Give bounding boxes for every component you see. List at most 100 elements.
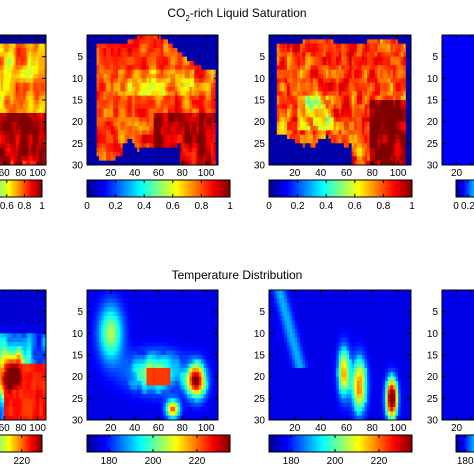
heatmap-cell	[44, 134, 47, 140]
heatmap-cell	[274, 100, 278, 105]
heatmap-cell	[40, 143, 44, 149]
heatmap-cell	[271, 69, 275, 75]
heatmap-cell	[5, 108, 8, 114]
heatmap-cell	[37, 35, 40, 40]
heatmap-cell	[184, 95, 188, 101]
heatmap-cell	[191, 152, 195, 157]
heatmap-cell	[333, 130, 337, 136]
heatmap-cell	[269, 39, 272, 45]
heatmap-cell	[328, 143, 332, 149]
heatmap-cell	[158, 130, 162, 136]
heatmap-cell	[35, 91, 39, 97]
heatmap-cell	[191, 117, 195, 123]
heatmap-cell	[127, 100, 131, 105]
heatmap-cell	[390, 108, 394, 114]
heatmap-cell	[117, 143, 121, 149]
heatmap-cell	[320, 143, 324, 149]
heatmap-cell	[0, 74, 2, 79]
heatmap-cell	[167, 74, 171, 79]
heatmap-cell	[12, 147, 15, 153]
heatmap-cell	[208, 147, 212, 153]
heatmap-cell	[24, 143, 27, 149]
heatmap-cell	[25, 43, 28, 49]
heatmap-cell	[12, 65, 15, 71]
heatmap-cell	[87, 43, 90, 49]
heatmap-cell	[172, 152, 176, 157]
heatmap-cell	[129, 156, 133, 162]
heatmap-cell	[294, 48, 298, 53]
heatmap-cell	[182, 160, 186, 166]
heatmap-cell	[148, 100, 152, 105]
heatmap-cell	[153, 100, 157, 105]
heatmap-cell	[175, 82, 178, 88]
heatmap-cell	[94, 78, 97, 84]
heatmap-cell	[87, 113, 90, 118]
heatmap-cell	[37, 126, 40, 131]
heatmap-cell	[0, 35, 3, 40]
heatmap-cell	[302, 121, 306, 127]
heatmap-cell	[374, 126, 378, 131]
heatmap-cell	[292, 39, 296, 45]
heatmap-cell	[106, 134, 109, 140]
heatmap-cell	[115, 152, 119, 157]
heatmap-cell	[184, 160, 188, 166]
heatmap-cell	[106, 95, 109, 101]
heatmap-cell	[405, 152, 409, 157]
heatmap-cell	[287, 65, 291, 71]
heatmap-cell	[139, 147, 143, 153]
heatmap-cell	[110, 69, 114, 75]
heatmap-cell	[364, 113, 368, 118]
heatmap-cell	[32, 65, 35, 71]
heatmap-cell	[172, 74, 176, 79]
heatmap-cell	[269, 52, 272, 58]
heatmap-cell	[163, 74, 166, 79]
heatmap-cell	[354, 43, 358, 49]
heatmap-cell	[385, 117, 389, 123]
heatmap-cell	[287, 104, 291, 110]
heatmap-cell	[4, 100, 7, 105]
heatmap-cell	[305, 39, 309, 45]
heatmap-cell	[0, 61, 3, 66]
heatmap-cell	[203, 134, 207, 140]
heatmap-cell	[208, 48, 212, 53]
heatmap-cell	[336, 69, 340, 75]
heatmap-cell	[35, 139, 39, 144]
heatmap-cell	[167, 126, 171, 131]
heatmap-cell	[351, 113, 355, 118]
heatmap-cell	[146, 126, 150, 131]
heatmap-cell	[367, 156, 371, 162]
heatmap-cell	[39, 134, 42, 140]
heatmap-cell	[139, 35, 143, 40]
heatmap-cell	[338, 134, 342, 140]
heatmap-cell	[328, 39, 332, 45]
heatmap-cell	[305, 113, 309, 118]
heatmap-cell	[182, 117, 186, 123]
heatmap-cell	[318, 82, 322, 88]
heatmap-cell	[37, 130, 40, 136]
heatmap-cell	[198, 87, 202, 92]
heatmap-cell	[110, 48, 114, 53]
heatmap-cell	[2, 65, 5, 71]
heatmap-cell	[210, 87, 214, 92]
heatmap-cell	[338, 139, 342, 144]
heatmap-cell	[40, 139, 44, 144]
heatmap-cell	[323, 134, 327, 140]
heatmap-cell	[297, 139, 301, 144]
heatmap-cell	[2, 95, 5, 101]
heatmap-cell	[208, 121, 212, 127]
heatmap-cell	[374, 65, 378, 71]
heatmap-cell	[103, 160, 107, 166]
heatmap-cell	[310, 35, 314, 40]
heatmap-cell	[44, 48, 47, 53]
heatmap-cell	[271, 147, 275, 153]
heatmap-cell	[115, 35, 119, 40]
heatmap-cell	[274, 35, 278, 40]
heatmap-cell	[117, 152, 121, 157]
heatmap-cell	[354, 65, 358, 71]
heatmap-cell	[94, 152, 97, 157]
heatmap-cell	[372, 143, 376, 149]
heatmap-cell	[305, 130, 309, 136]
heatmap-cell	[115, 121, 119, 127]
heatmap-cell	[39, 35, 42, 40]
